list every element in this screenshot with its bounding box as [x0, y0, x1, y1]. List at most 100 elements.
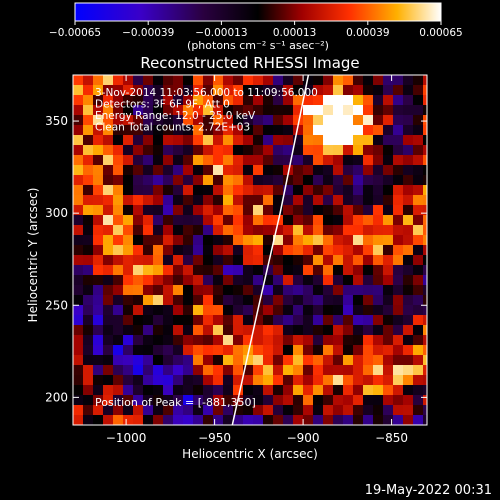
- heatmap-cell: [423, 205, 427, 215]
- heatmap-cell: [343, 235, 353, 245]
- heatmap-cell: [403, 195, 413, 205]
- heatmap-cell: [403, 355, 413, 365]
- heatmap-cell: [113, 375, 123, 385]
- heatmap-cell: [263, 115, 273, 125]
- heatmap-cell: [273, 325, 283, 335]
- heatmap-cell: [183, 195, 193, 205]
- heatmap-cell: [373, 345, 383, 355]
- heatmap-cell: [293, 345, 303, 355]
- heatmap-cell: [343, 215, 353, 225]
- heatmap-cell: [423, 105, 427, 115]
- heatmap-cell: [73, 385, 83, 395]
- annotation-line: Detectors: 3F 6F 9F, Att 0: [95, 99, 230, 111]
- heatmap-cell: [323, 265, 333, 275]
- heatmap-cell: [403, 335, 413, 345]
- heatmap-cell: [83, 175, 93, 185]
- heatmap-cell: [343, 255, 353, 265]
- heatmap-cell: [383, 305, 393, 315]
- heatmap-cell: [233, 145, 243, 155]
- heatmap-cell: [313, 415, 323, 425]
- heatmap-cell: [253, 225, 263, 235]
- heatmap-cell: [133, 405, 143, 415]
- heatmap-cell: [303, 315, 313, 325]
- heatmap-cell: [163, 225, 173, 235]
- heatmap-cell: [153, 395, 163, 405]
- heatmap-cell: [223, 395, 233, 405]
- heatmap-cell: [133, 255, 143, 265]
- heatmap-cell: [203, 415, 213, 425]
- heatmap-cell: [203, 165, 213, 175]
- heatmap-cell: [203, 295, 213, 305]
- heatmap-cell: [323, 275, 333, 285]
- heatmap-cell: [353, 85, 363, 95]
- heatmap-cell: [313, 155, 323, 165]
- heatmap-cell: [373, 325, 383, 335]
- heatmap-cell: [153, 155, 163, 165]
- heatmap-cell: [393, 155, 403, 165]
- heatmap-cell: [373, 235, 383, 245]
- heatmap-cell: [243, 415, 253, 425]
- heatmap-cell: [343, 175, 353, 185]
- heatmap-cell: [113, 85, 123, 95]
- heatmap-cell: [413, 355, 423, 365]
- heatmap-cell: [413, 305, 423, 315]
- heatmap-cell: [93, 305, 103, 315]
- heatmap-cell: [123, 155, 133, 165]
- heatmap-cell: [273, 125, 283, 135]
- heatmap-cell: [123, 325, 133, 335]
- heatmap-cell: [243, 285, 253, 295]
- heatmap-cell: [243, 195, 253, 205]
- heatmap-cell: [233, 245, 243, 255]
- heatmap-cell: [273, 375, 283, 385]
- heatmap-cell: [243, 255, 253, 265]
- heatmap-cell: [213, 375, 223, 385]
- heatmap-cell: [333, 135, 343, 145]
- heatmap-cell: [123, 105, 133, 115]
- heatmap-cell: [333, 95, 343, 105]
- heatmap-cell: [213, 305, 223, 315]
- heatmap-cell: [113, 165, 123, 175]
- heatmap-cell: [403, 275, 413, 285]
- heatmap-cell: [83, 305, 93, 315]
- heatmap-cell: [333, 225, 343, 235]
- heatmap-cell: [303, 105, 313, 115]
- heatmap-cell: [353, 125, 363, 135]
- heatmap-cell: [223, 315, 233, 325]
- heatmap-cell: [153, 315, 163, 325]
- heatmap-cell: [413, 75, 423, 85]
- heatmap-cell: [183, 175, 193, 185]
- heatmap-cell: [283, 365, 293, 375]
- heatmap-cell: [273, 335, 283, 345]
- heatmap-cell: [213, 325, 223, 335]
- heatmap-cell: [163, 135, 173, 145]
- heatmap-cell: [283, 115, 293, 125]
- heatmap-cell: [373, 385, 383, 395]
- heatmap-cell: [193, 285, 203, 295]
- heatmap-cell: [153, 415, 163, 425]
- heatmap-cell: [213, 345, 223, 355]
- heatmap-cell: [113, 395, 123, 405]
- heatmap-cell: [213, 405, 223, 415]
- heatmap-cell: [73, 295, 83, 305]
- heatmap-cell: [73, 85, 83, 95]
- heatmap-cell: [393, 195, 403, 205]
- heatmap-cell: [333, 315, 343, 325]
- heatmap-cell: [243, 295, 253, 305]
- heatmap-cell: [343, 385, 353, 395]
- heatmap-cell: [153, 345, 163, 355]
- heatmap-cell: [423, 265, 427, 275]
- heatmap-cell: [313, 95, 323, 105]
- heatmap-cell: [213, 295, 223, 305]
- heatmap-cell: [183, 415, 193, 425]
- heatmap-cell: [123, 115, 133, 125]
- heatmap-cell: [303, 345, 313, 355]
- heatmap-cell: [353, 295, 363, 305]
- heatmap-cell: [93, 385, 103, 395]
- heatmap-cell: [183, 265, 193, 275]
- heatmap-cell: [423, 325, 427, 335]
- heatmap-cell: [133, 245, 143, 255]
- heatmap-cell: [253, 395, 263, 405]
- heatmap-cell: [303, 305, 313, 315]
- x-tick-label: −1000: [106, 431, 147, 445]
- heatmap-cell: [83, 95, 93, 105]
